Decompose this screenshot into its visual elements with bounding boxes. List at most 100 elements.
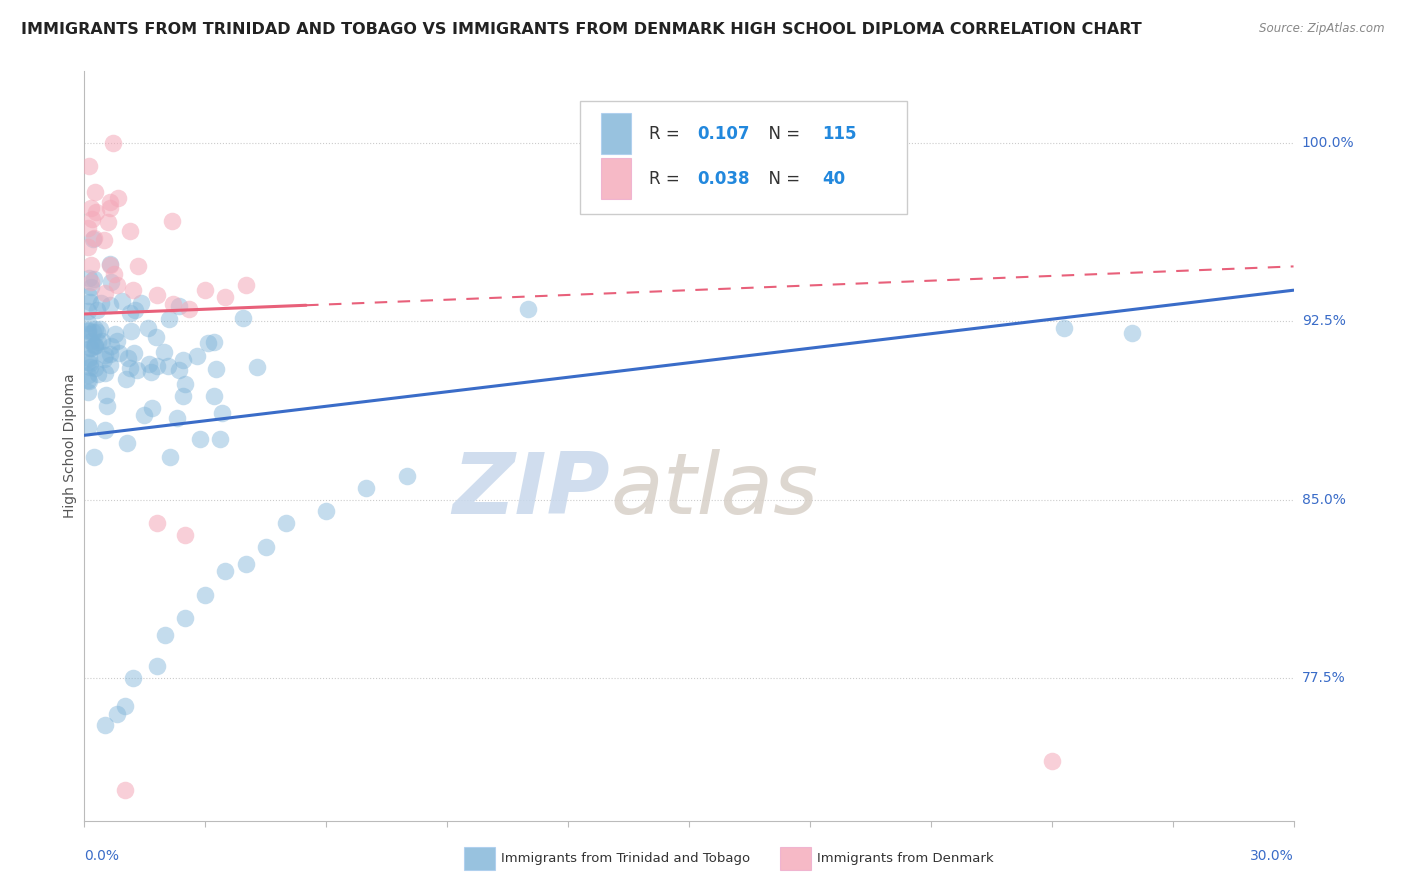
Text: 115: 115 xyxy=(823,125,856,143)
Point xyxy=(120,361,142,376)
Point xyxy=(98,298,121,312)
Point xyxy=(83,322,105,336)
Point xyxy=(101,136,124,150)
Point xyxy=(79,258,101,272)
Point xyxy=(174,528,197,542)
Point xyxy=(115,436,138,450)
Text: ZIP: ZIP xyxy=(453,450,610,533)
Point xyxy=(79,341,101,355)
Point xyxy=(235,557,257,571)
Point xyxy=(80,275,103,289)
Point xyxy=(174,611,197,625)
Point xyxy=(174,376,197,391)
Point xyxy=(172,352,194,367)
Text: 77.5%: 77.5% xyxy=(1302,671,1346,685)
Point xyxy=(80,280,103,294)
Point xyxy=(114,699,136,714)
Text: 85.0%: 85.0% xyxy=(1302,492,1346,507)
Point xyxy=(98,257,121,271)
Point xyxy=(146,288,169,302)
Point xyxy=(93,286,115,301)
Point xyxy=(98,258,121,272)
Point xyxy=(79,294,101,309)
Point xyxy=(103,267,125,281)
Point xyxy=(77,316,100,330)
Point xyxy=(83,272,105,286)
Point xyxy=(315,504,337,518)
Point xyxy=(122,346,145,360)
Point xyxy=(90,296,112,310)
Point xyxy=(136,320,159,334)
Point xyxy=(145,359,167,374)
Point xyxy=(202,334,225,349)
Point xyxy=(80,212,103,227)
Text: 0.107: 0.107 xyxy=(697,125,749,143)
Point xyxy=(83,231,105,245)
Text: N =: N = xyxy=(758,125,806,143)
Point xyxy=(146,516,169,531)
Point xyxy=(127,363,149,377)
Point xyxy=(214,564,236,578)
Point xyxy=(77,220,100,235)
Point xyxy=(152,344,174,359)
Point xyxy=(117,351,139,365)
Point xyxy=(83,360,105,375)
Point xyxy=(104,326,127,341)
Point xyxy=(160,214,183,228)
Point xyxy=(83,450,105,464)
Point xyxy=(77,374,100,388)
Point xyxy=(107,191,129,205)
Point xyxy=(120,306,142,320)
Point xyxy=(94,348,117,362)
Point xyxy=(115,372,138,386)
Point xyxy=(395,468,418,483)
Point xyxy=(141,401,163,415)
Point xyxy=(157,359,180,374)
Point xyxy=(86,325,108,339)
Point xyxy=(120,224,142,238)
Point xyxy=(138,357,160,371)
Point xyxy=(93,351,115,366)
Text: Immigrants from Trinidad and Tobago: Immigrants from Trinidad and Tobago xyxy=(501,853,749,865)
Point xyxy=(127,259,149,273)
Point xyxy=(77,304,100,318)
Text: 92.5%: 92.5% xyxy=(1302,314,1346,328)
Point xyxy=(194,588,217,602)
Point xyxy=(84,339,107,353)
Point xyxy=(93,423,115,437)
Point xyxy=(77,372,100,386)
Text: 100.0%: 100.0% xyxy=(1302,136,1354,150)
Point xyxy=(90,334,112,348)
Point xyxy=(204,361,226,376)
Point xyxy=(254,540,277,554)
Point xyxy=(98,359,121,373)
Point xyxy=(139,365,162,379)
Point xyxy=(114,782,136,797)
Point xyxy=(100,339,122,353)
Point xyxy=(83,339,105,353)
Point xyxy=(87,335,110,350)
Point xyxy=(132,408,155,422)
Point xyxy=(157,311,180,326)
Point xyxy=(120,324,142,338)
Point xyxy=(79,341,101,355)
Point xyxy=(197,336,219,351)
Point xyxy=(98,194,121,209)
Point xyxy=(94,366,117,380)
Point xyxy=(274,516,297,531)
Text: 30.0%: 30.0% xyxy=(1250,849,1294,863)
Point xyxy=(214,290,236,304)
Text: 40: 40 xyxy=(823,169,845,187)
Point xyxy=(1040,754,1063,768)
Point xyxy=(77,385,100,400)
Text: atlas: atlas xyxy=(610,450,818,533)
Point xyxy=(516,302,538,317)
Point xyxy=(105,334,128,348)
Point xyxy=(1121,326,1143,340)
Point xyxy=(77,159,100,173)
Point xyxy=(96,388,118,402)
Point xyxy=(86,302,108,317)
Point xyxy=(246,359,269,374)
Point xyxy=(93,233,115,247)
Point xyxy=(110,293,132,308)
